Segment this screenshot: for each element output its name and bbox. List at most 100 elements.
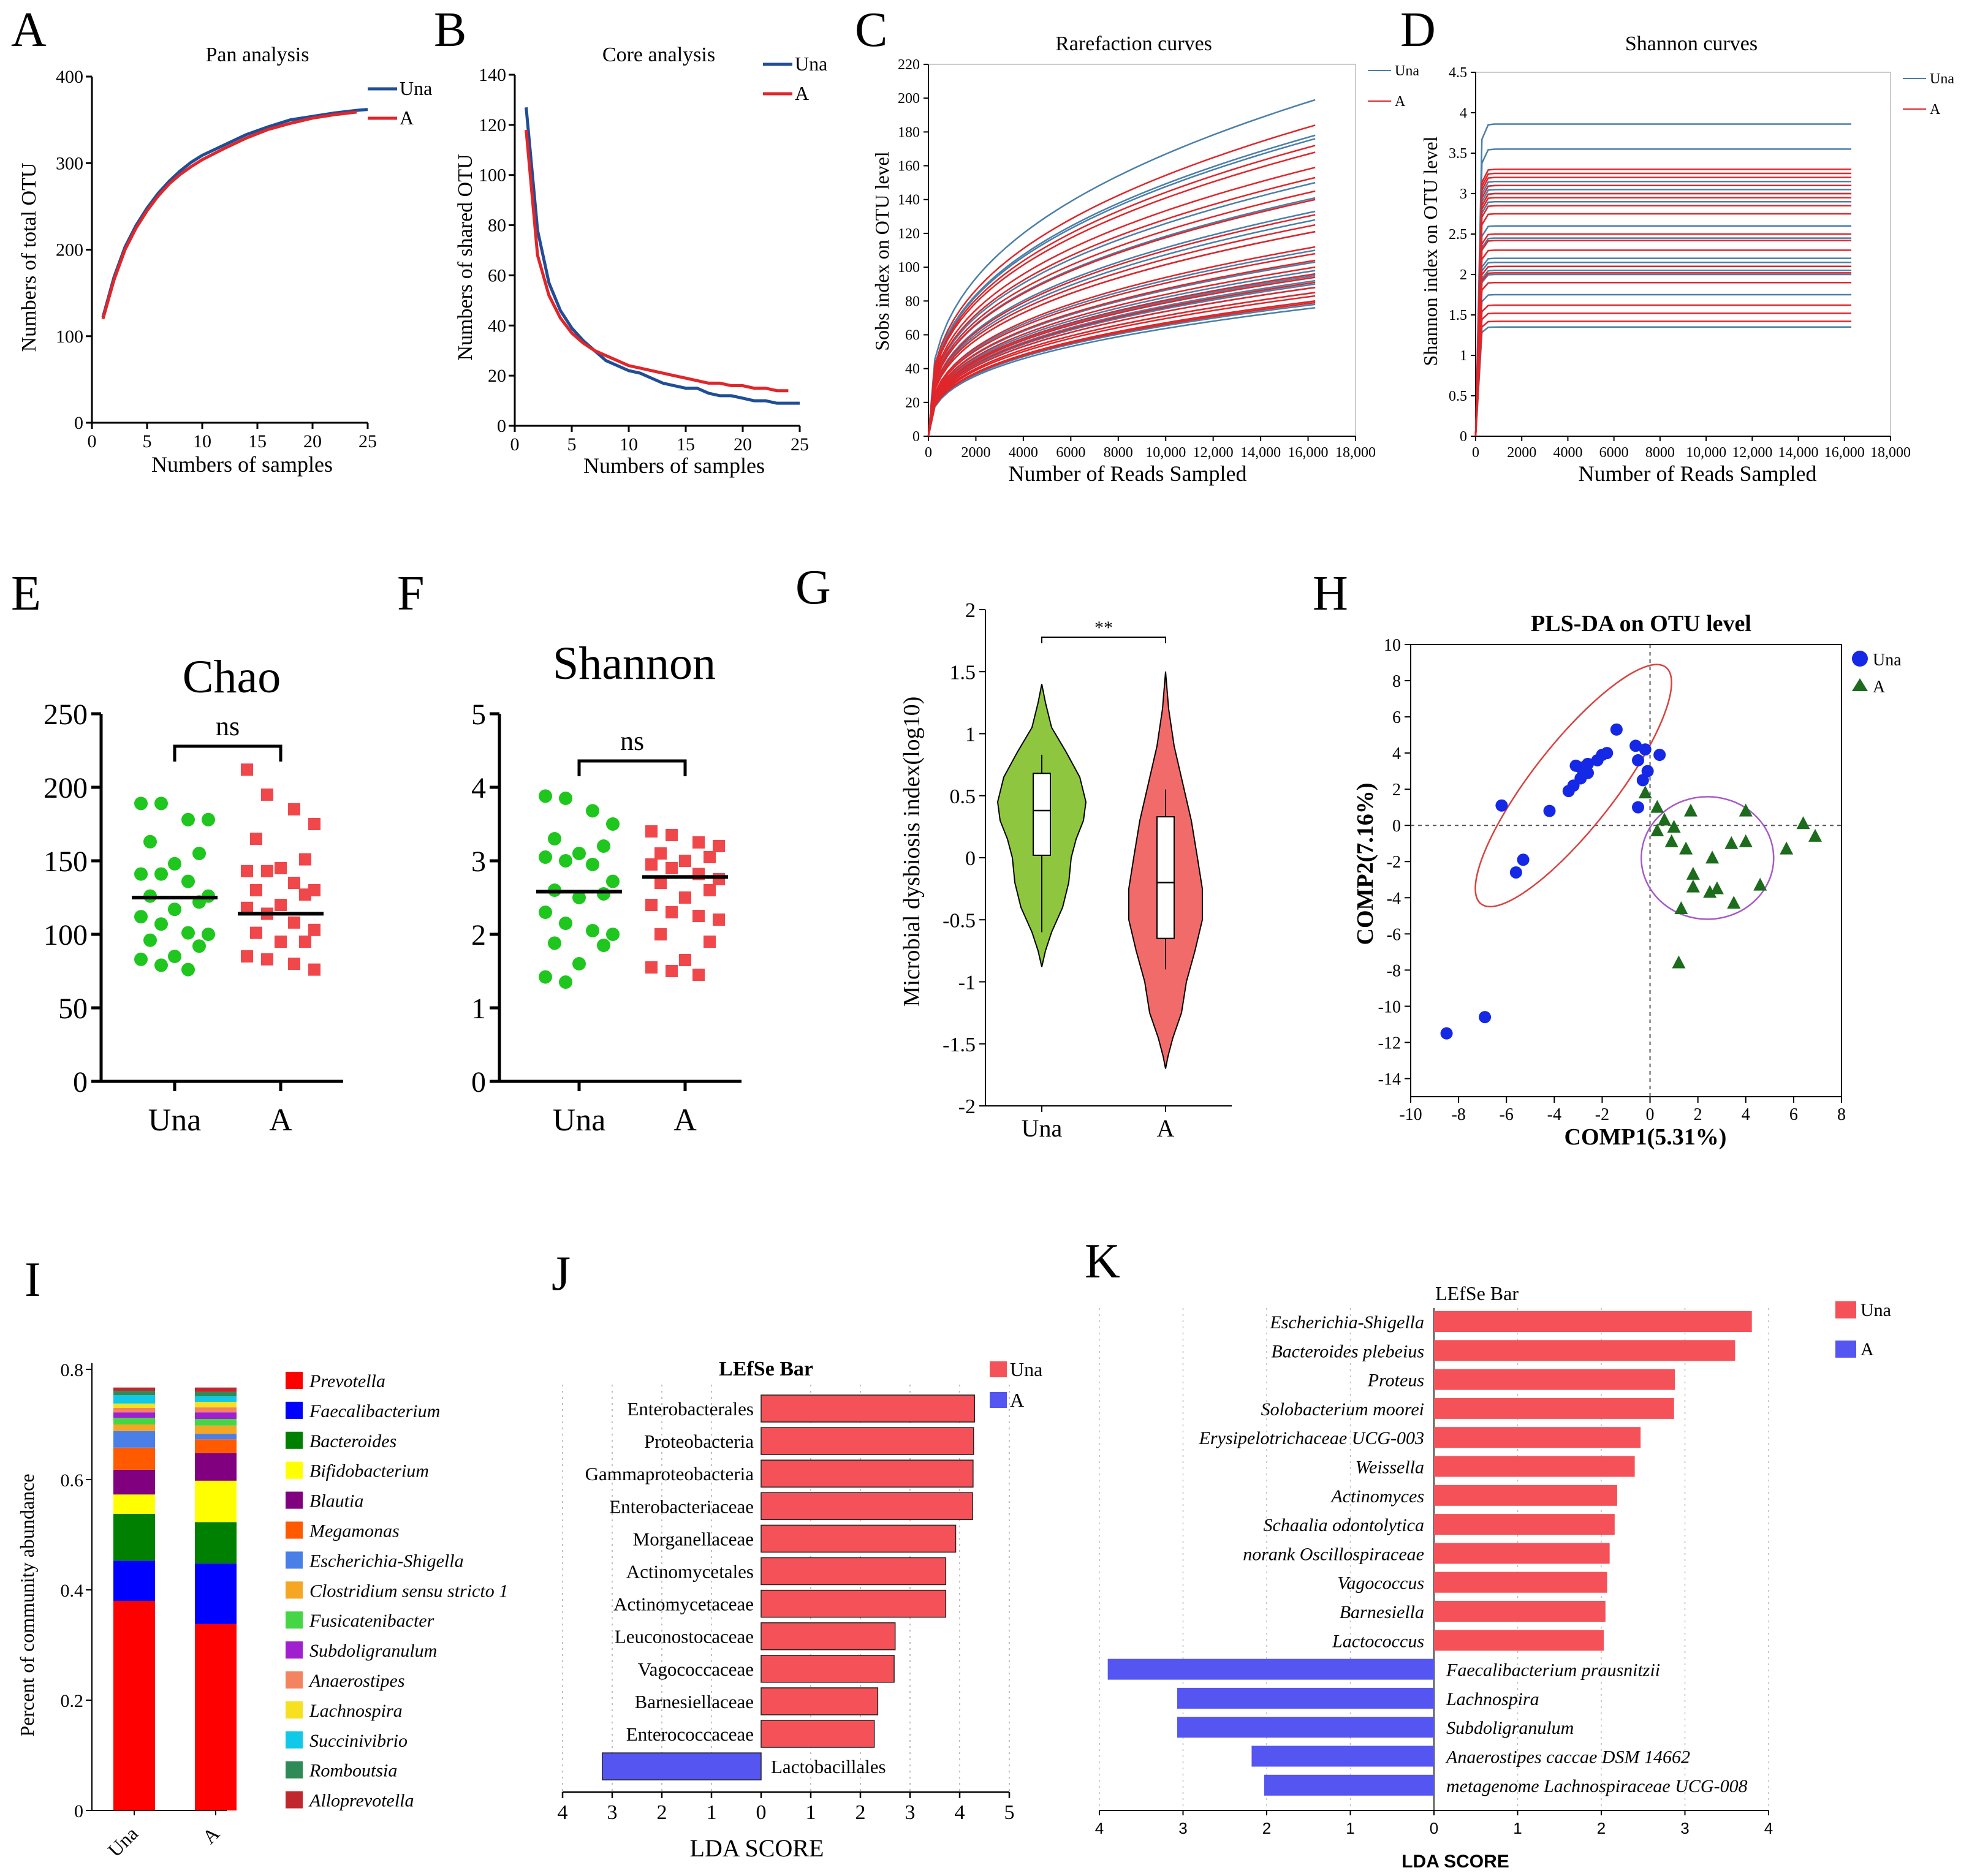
shannon-curves-curve-una <box>1474 261 1852 437</box>
lefse-j-xtick-label: 2 <box>657 1801 667 1824</box>
pan-series-a <box>101 110 357 320</box>
abundance-bar-segment <box>113 1395 155 1404</box>
plsda-point-a <box>1724 836 1739 849</box>
chao-ytick-label: 50 <box>58 993 88 1025</box>
plsda-point-a <box>1672 955 1686 969</box>
lefse-k-bar-label: Anaerostipes caccae DSM 14662 <box>1445 1747 1690 1768</box>
plsda-frame <box>1410 644 1842 1097</box>
shannon-curves-curve-a <box>1474 272 1852 437</box>
rarefaction-xtick-label: 0 <box>925 445 932 461</box>
shannon-point-a <box>645 825 658 838</box>
lefse-j-bar-una <box>761 1427 974 1455</box>
mdi-ytick-label: -2 <box>958 1095 976 1118</box>
shannon-curves-curve-una <box>1474 180 1852 437</box>
lefse-j-bar-una <box>761 1524 957 1553</box>
lefse-k-legend-label: Una <box>1860 1300 1891 1320</box>
shannon-point-una <box>548 832 561 845</box>
lefse-j-bar-una <box>761 1589 947 1618</box>
abundance-legend-label: Anaerostipes <box>308 1671 405 1691</box>
shannon-curves-ytick-label: 4.5 <box>1449 65 1467 81</box>
rarefaction-curve-una <box>927 270 1316 437</box>
chao-point-a <box>288 803 300 815</box>
mdi-xtick-label: A <box>1157 1114 1175 1142</box>
mdi-ytick-label: 1 <box>965 724 976 746</box>
abundance-legend-label: Fusicatenibacter <box>309 1611 434 1631</box>
abundance-legend-swatch <box>286 1701 303 1719</box>
core-xtick-label: 25 <box>791 434 809 455</box>
abundance-ytick-label: 0.8 <box>61 1360 84 1380</box>
abundance-bar-segment <box>113 1431 155 1448</box>
lefse-k-xtick-label: 2 <box>1262 1819 1271 1837</box>
shannon-curves-curve-a <box>1474 197 1852 437</box>
rarefaction-curve-a <box>927 301 1316 437</box>
pan-legend-label: A <box>400 107 414 129</box>
lefse-j-bar-una <box>761 1720 875 1748</box>
abundance-bar-segment <box>195 1522 237 1564</box>
lefse-k-bar-una <box>1434 1543 1610 1564</box>
rarefaction-xtick-label: 6000 <box>1056 445 1085 461</box>
abundance-bar-segment <box>195 1480 237 1522</box>
chao-point-a <box>261 789 273 801</box>
core-ytick-label: 100 <box>479 165 506 186</box>
rarefaction-curve-una <box>927 283 1316 437</box>
core-ytick-label: 40 <box>488 316 506 336</box>
chao-point-a <box>299 888 311 901</box>
plsda-point-a <box>1705 850 1720 864</box>
panel-b: B Core analysis Numbers of samples Numbe… <box>434 3 827 478</box>
shannon-point-a <box>645 899 658 911</box>
chao-point-a <box>308 923 321 936</box>
abundance-legend-swatch <box>286 1731 303 1749</box>
chao-point-una <box>192 939 206 953</box>
plsda-ytick-label: -10 <box>1378 997 1401 1016</box>
lefse-k-bar-una <box>1434 1630 1604 1651</box>
abundance-legend-label: Escherichia-Shigella <box>309 1551 464 1571</box>
lefse-k-bar-una <box>1434 1340 1735 1361</box>
chao-xtick-label: A <box>269 1103 292 1138</box>
lefse-j-bar-label: Morganellaceae <box>633 1528 754 1549</box>
plsda-ytick-label: 0 <box>1392 817 1401 836</box>
abundance-ytick-label: 0.6 <box>61 1470 84 1491</box>
rarefaction-ylabel: Sobs index on OTU level <box>871 151 893 350</box>
rarefaction-ytick-label: 60 <box>905 327 920 343</box>
plsda-xtick-label: -4 <box>1547 1105 1561 1124</box>
abundance-bar-segment <box>195 1412 237 1419</box>
shannon-curves-xlabel: Number of Reads Sampled <box>1579 461 1817 486</box>
plsda-ytick-label: 4 <box>1392 744 1401 763</box>
shannon-point-una <box>548 936 561 950</box>
rarefaction-curve-a <box>927 214 1316 437</box>
plsda-point-a <box>1683 803 1697 817</box>
shannon-point-a <box>692 836 705 849</box>
lefse-k-bar-una <box>1434 1427 1641 1448</box>
abundance-bar-segment <box>113 1408 155 1413</box>
abundance-bar-segment <box>195 1387 237 1392</box>
mdi-a-box <box>1156 816 1175 939</box>
core-xlabel: Numbers of samples <box>583 453 765 478</box>
chao-point-una <box>134 867 148 881</box>
shannon-point-a <box>679 855 691 867</box>
shannon-curves-curve-a <box>1474 312 1852 437</box>
rarefaction-curve-a <box>927 292 1316 437</box>
lefse-j-bar-label: Leuconostocaceae <box>615 1626 754 1647</box>
abundance-legend-swatch <box>286 1461 303 1479</box>
shannon-curves-curve-una <box>1474 184 1852 437</box>
rarefaction-curve-una <box>927 138 1316 437</box>
lefse-k-bar-a <box>1107 1659 1434 1680</box>
abundance-ylabel: Percent of community abundance <box>16 1473 38 1736</box>
lefse-k-bar-label: Actinomyces <box>1330 1486 1424 1507</box>
abundance-bar-segment <box>195 1439 237 1453</box>
lefse-j-bar-label: Vagococcaceae <box>638 1659 754 1680</box>
shannon-curves-xtick-label: 4000 <box>1553 445 1582 461</box>
shannon-point-una <box>559 792 572 805</box>
shannon-point-una <box>539 850 552 864</box>
shannon-point-una <box>597 887 610 901</box>
shannon-curves-curve-a <box>1474 320 1852 437</box>
pan-xtick-label: 10 <box>193 431 211 452</box>
plsda-ellipse-una <box>1474 664 1672 908</box>
rarefaction-curve-a <box>927 176 1316 437</box>
shannon-curves-curve-una <box>1474 192 1852 437</box>
chao-point-a <box>299 936 311 948</box>
chao-point-una <box>134 910 148 924</box>
lefse-k-bar-a <box>1251 1746 1434 1767</box>
rarefaction-curve-una <box>927 134 1316 437</box>
plsda-point-una <box>1440 1027 1453 1040</box>
